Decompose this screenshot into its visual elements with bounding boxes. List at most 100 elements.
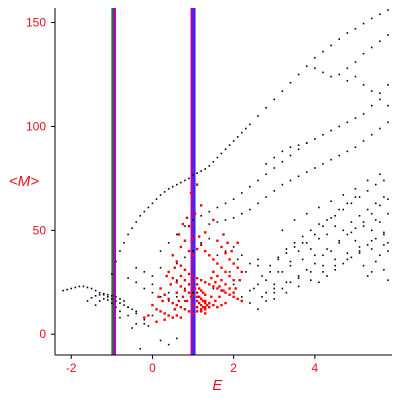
data-point-s0-140	[322, 163, 324, 165]
data-point-s0-184	[314, 262, 316, 265]
data-point-s0-33	[111, 302, 113, 304]
data-point-s0-194	[249, 302, 251, 304]
data-point-s0-181	[289, 281, 292, 284]
data-point-s0-207	[265, 279, 267, 281]
data-point-s0-122	[362, 113, 365, 115]
data-point-s0-262	[318, 281, 320, 284]
data-point-s0-103	[208, 210, 211, 213]
data-point-s0-189	[354, 227, 357, 230]
data-point-s1-92	[208, 306, 211, 309]
data-point-s0-201	[334, 258, 336, 261]
data-point-s0-205	[383, 233, 385, 236]
data-point-s0-155	[362, 52, 365, 55]
data-point-s0-54	[147, 206, 150, 209]
data-point-s0-180	[281, 287, 284, 290]
data-point-s0-312	[232, 246, 235, 248]
data-point-s0-97	[159, 250, 162, 252]
data-point-s1-72	[163, 312, 166, 315]
data-point-s0-151	[330, 75, 332, 78]
data-point-s1-57	[159, 287, 162, 290]
data-point-s0-295	[374, 260, 377, 263]
data-point-s0-210	[301, 258, 304, 261]
data-point-s0-153	[346, 67, 349, 70]
data-point-s0-107	[240, 192, 243, 194]
data-point-s1-44	[175, 281, 179, 284]
data-point-s1-110	[222, 289, 225, 292]
data-point-s1-101	[212, 270, 215, 274]
data-point-s1-63	[183, 308, 187, 311]
data-point-s1-41	[240, 299, 243, 303]
data-point-s0-52	[139, 214, 142, 217]
data-point-s1-111	[216, 239, 219, 242]
data-point-s1-133	[193, 287, 197, 290]
data-point-s1-6	[193, 212, 197, 215]
data-point-s0-75	[232, 140, 235, 142]
data-point-s0-193	[387, 198, 389, 200]
data-point-s0-244	[289, 260, 292, 263]
data-point-s0-237	[330, 200, 332, 203]
data-point-s0-26	[115, 296, 117, 298]
data-point-s1-127	[234, 287, 237, 290]
data-point-s0-172	[135, 312, 138, 315]
data-point-s0-20	[90, 297, 93, 299]
data-point-s1-135	[185, 299, 189, 303]
data-point-s0-215	[362, 225, 365, 227]
data-point-s0-169	[297, 144, 300, 146]
data-point-s0-234	[293, 219, 296, 221]
data-point-s1-124	[165, 274, 168, 278]
data-point-s1-115	[232, 262, 235, 265]
data-point-s0-179	[273, 291, 276, 294]
data-point-s1-119	[177, 233, 181, 236]
data-point-s0-221	[293, 241, 296, 244]
data-point-s1-45	[179, 285, 183, 288]
data-point-s0-30	[98, 300, 101, 302]
data-point-s0-158	[387, 34, 389, 36]
data-point-s0-23	[102, 292, 105, 295]
data-point-s0-261	[383, 244, 385, 246]
data-point-s0-321	[167, 300, 170, 302]
data-point-s1-82	[197, 287, 201, 290]
data-point-s0-49	[127, 233, 129, 236]
data-point-s1-125	[161, 299, 164, 303]
data-point-s1-55	[220, 303, 223, 307]
data-point-s1-18	[212, 258, 215, 261]
data-point-s1-102	[216, 274, 219, 278]
data-point-s0-76	[236, 136, 239, 138]
data-point-s0-258	[346, 258, 349, 261]
data-point-s0-102	[200, 214, 202, 217]
data-point-s0-113	[289, 154, 292, 157]
data-point-s0-302	[176, 279, 178, 281]
data-point-s0-214	[350, 231, 353, 234]
data-point-s0-335	[265, 291, 267, 294]
data-point-s0-79	[249, 123, 251, 126]
data-point-s0-96	[387, 9, 389, 11]
data-point-s0-232	[383, 179, 385, 182]
data-point-s0-34	[115, 306, 117, 309]
data-point-s0-285	[374, 202, 377, 205]
data-point-s0-136	[289, 179, 292, 182]
data-point-s0-223	[309, 229, 312, 232]
data-point-s1-31	[199, 278, 203, 282]
data-point-s1-7	[199, 204, 203, 207]
reference-lines	[111, 8, 196, 355]
data-point-s0-132	[257, 202, 259, 205]
data-point-s0-146	[370, 133, 373, 136]
data-point-s0-106	[232, 198, 235, 200]
data-point-s0-311	[224, 250, 227, 252]
data-point-s0-67	[200, 170, 202, 172]
data-point-s0-45	[111, 273, 113, 275]
data-point-s0-236	[318, 206, 320, 209]
data-point-s0-255	[309, 279, 312, 281]
data-point-s0-108	[249, 185, 251, 188]
data-point-s1-52	[208, 301, 211, 305]
data-point-s0-142	[338, 154, 341, 157]
data-point-s1-85	[204, 293, 207, 296]
data-point-s1-64	[187, 310, 191, 313]
data-point-s0-148	[387, 121, 389, 124]
data-point-s0-303	[184, 287, 186, 290]
data-point-s0-126	[208, 223, 211, 225]
data-point-s0-53	[143, 210, 146, 213]
data-point-s0-56	[155, 198, 158, 200]
data-point-s0-159	[346, 79, 349, 82]
data-point-s0-41	[143, 318, 146, 321]
